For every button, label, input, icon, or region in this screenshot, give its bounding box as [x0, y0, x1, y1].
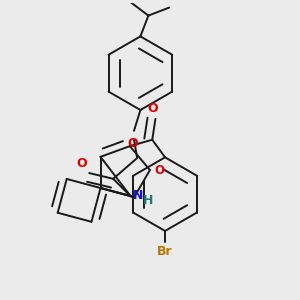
Text: O: O [155, 164, 165, 176]
Text: O: O [127, 136, 138, 150]
Text: O: O [147, 102, 158, 115]
Text: H: H [143, 194, 153, 207]
Text: N: N [132, 189, 143, 202]
Text: Br: Br [157, 245, 173, 258]
Text: O: O [76, 157, 87, 170]
